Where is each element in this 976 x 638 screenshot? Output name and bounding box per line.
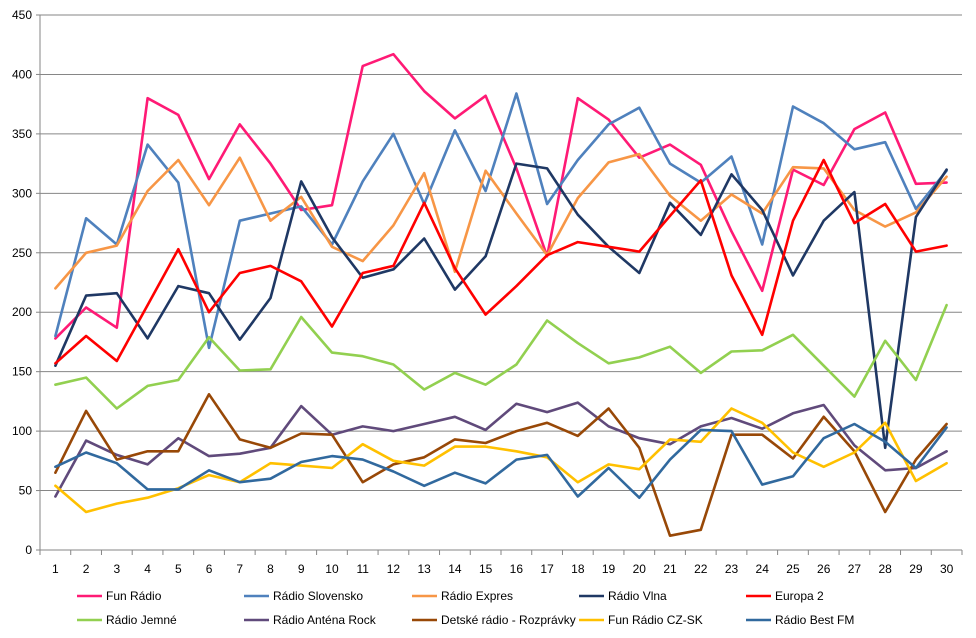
legend-label: Fun Rádio	[106, 589, 162, 603]
legend-label: Rádio Slovensko	[273, 589, 363, 603]
x-tick-label: 10	[325, 562, 339, 576]
series-line-7	[54, 401, 948, 498]
x-tick-label: 15	[479, 562, 493, 576]
legend-label: Rádio Expres	[441, 589, 513, 603]
x-tick-label: 29	[909, 562, 923, 576]
x-tick-label: 20	[633, 562, 647, 576]
x-tick-label: 6	[206, 562, 213, 576]
legend-item: Rádio Expres	[412, 589, 513, 603]
x-tick-label: 3	[113, 562, 120, 576]
x-tick-label: 13	[417, 562, 431, 576]
x-tick-label: 30	[940, 562, 954, 576]
x-tick-label: 22	[694, 562, 708, 576]
y-tick-label: 300	[12, 186, 32, 200]
x-tick-label: 23	[725, 562, 739, 576]
x-axis-tick-labels: 1 2 3 4 5 6 7 8 9 10 11 12 13 14 15 16 17 18 19 20 21 22 23 24 2…	[52, 562, 954, 576]
x-tick-label: 11	[356, 562, 369, 576]
y-tick-label: 250	[12, 246, 32, 260]
legend-item: Rádio Slovensko	[244, 589, 363, 603]
x-tick-label: 21	[663, 562, 677, 576]
y-tick-label: 0	[25, 543, 32, 557]
legend-label: Rádio Vlna	[608, 589, 667, 603]
x-tick-label: 28	[878, 562, 892, 576]
legend-item: Rádio Vlna	[579, 589, 667, 603]
x-tick-label: 16	[510, 562, 524, 576]
y-tick-label: 200	[12, 305, 32, 319]
legend-item: Rádio Jemné	[77, 613, 177, 627]
series-line-8	[54, 392, 948, 538]
x-tick-label: 5	[175, 562, 182, 576]
legend-label: Rádio Anténa Rock	[273, 613, 377, 627]
x-tick-label: 17	[540, 562, 554, 576]
x-tick-label: 4	[144, 562, 151, 576]
legend-label: Europa 2	[775, 589, 824, 603]
x-tick-label: 26	[817, 562, 831, 576]
axes	[36, 14, 963, 555]
x-tick-label: 8	[267, 562, 274, 576]
x-tick-label: 2	[83, 562, 90, 576]
x-tick-label: 27	[848, 562, 862, 576]
series-line-9	[54, 407, 948, 514]
legend-label: Fun Rádio CZ-SK	[608, 613, 703, 627]
legend-item: Rádio Best FM	[746, 613, 854, 627]
y-tick-label: 150	[12, 365, 32, 379]
x-tick-label: 25	[786, 562, 800, 576]
x-tick-label: 19	[602, 562, 616, 576]
x-tick-label: 12	[387, 562, 401, 576]
series-line-6	[54, 303, 948, 410]
legend-label: Rádio Best FM	[775, 613, 854, 627]
legend-item: Rádio Anténa Rock	[244, 613, 377, 627]
series-line-4	[54, 162, 948, 450]
series-lines	[54, 52, 948, 538]
legend-item: Europa 2	[746, 589, 824, 603]
legend-item: Detské rádio - Rozprávky	[412, 613, 576, 627]
y-axis-tick-labels: 0 50 100 150 200 250 300 350 400 450	[12, 8, 32, 557]
legend-item: Fun Rádio CZ-SK	[579, 613, 703, 627]
series-line-1	[54, 52, 948, 340]
legend-label: Rádio Jemné	[106, 613, 177, 627]
x-tick-label: 7	[236, 562, 243, 576]
x-tick-label: 24	[756, 562, 770, 576]
x-tick-label: 18	[571, 562, 585, 576]
y-tick-label: 400	[12, 67, 32, 81]
x-tick-label: 9	[298, 562, 305, 576]
y-tick-label: 450	[12, 8, 32, 22]
y-tick-label: 50	[19, 484, 33, 498]
legend-label: Detské rádio - Rozprávky	[441, 613, 576, 627]
x-tick-label: 14	[448, 562, 462, 576]
x-tick-label: 1	[52, 562, 59, 576]
series-line-2	[54, 92, 948, 350]
series-line-3	[54, 152, 948, 290]
legend-item: Fun Rádio	[77, 589, 162, 603]
series-line-5	[54, 158, 948, 365]
legend: Fun Rádio Rádio Slovensko Rádio Expres Rádi…	[77, 589, 854, 627]
series-line-10	[54, 422, 948, 500]
y-tick-label: 100	[12, 424, 32, 438]
y-tick-label: 350	[12, 127, 32, 141]
